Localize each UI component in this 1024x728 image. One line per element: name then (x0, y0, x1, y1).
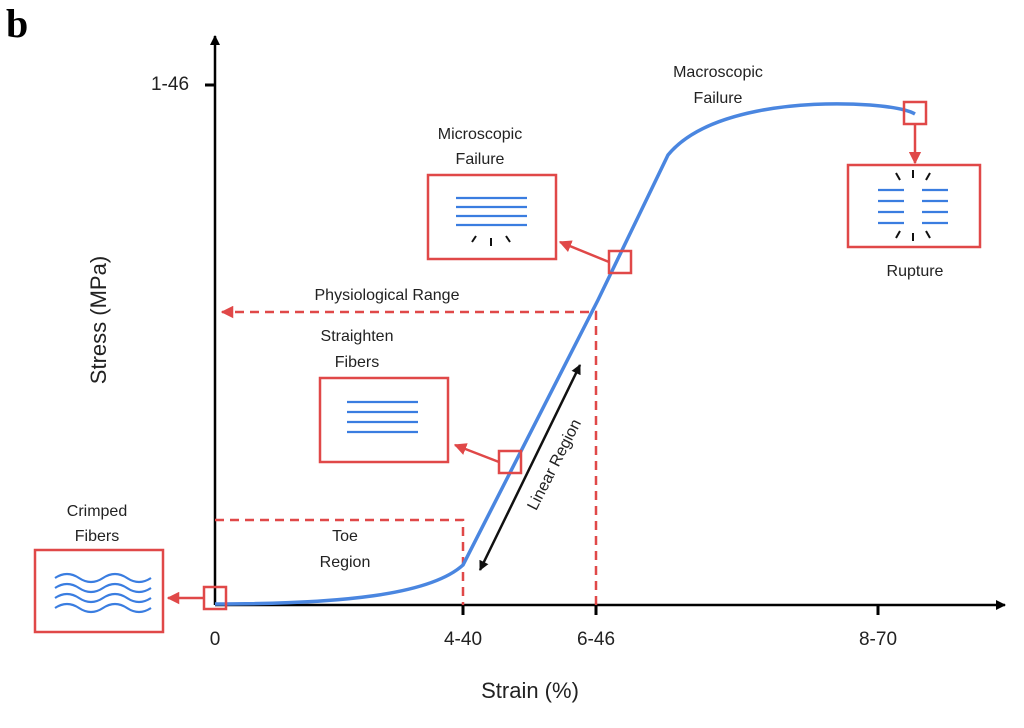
rupture-icon (878, 188, 948, 225)
stress-strain-curve (214, 102, 916, 606)
physiological-range-guide (220, 305, 598, 605)
rupture-cracks (895, 170, 931, 241)
straighten-box (318, 376, 450, 464)
x-tick-label: 6-46 (577, 629, 615, 650)
micro-failure-icon (456, 196, 527, 227)
annotation: Linear Region (525, 417, 585, 513)
arrow (558, 240, 610, 264)
annotation: Microscopic (438, 126, 522, 143)
x-tick-label: 0 (210, 629, 221, 650)
crack-lines (471, 235, 511, 246)
annotation: Crimped (67, 503, 127, 520)
annotation: Physiological Range (315, 287, 460, 304)
crimped-fibers-icon (54, 572, 152, 614)
annotation: Failure (694, 90, 743, 107)
x-tick-label: 4-40 (444, 629, 482, 650)
annotation: Fibers (335, 354, 379, 371)
panel-label: b (6, 1, 28, 46)
x-axis-label: Strain (%) (481, 678, 579, 703)
annotation: Rupture (887, 263, 944, 280)
annotation: Region (320, 554, 371, 571)
annotation: Fibers (75, 528, 119, 545)
arrow (453, 443, 500, 464)
annotation: Toe (332, 528, 358, 545)
annotation: Failure (456, 151, 505, 168)
annotation: Macroscopic (673, 64, 763, 81)
annotation: Straighten (321, 328, 394, 345)
linear-region-arrow (478, 364, 582, 571)
y-tick-label: 1-46 (151, 74, 189, 95)
x-tick-label: 8-70 (859, 629, 897, 650)
toe-region-guide (215, 518, 465, 605)
straight-fibers-icon (347, 400, 418, 434)
y-axis-label: Stress (MPa) (86, 256, 111, 384)
